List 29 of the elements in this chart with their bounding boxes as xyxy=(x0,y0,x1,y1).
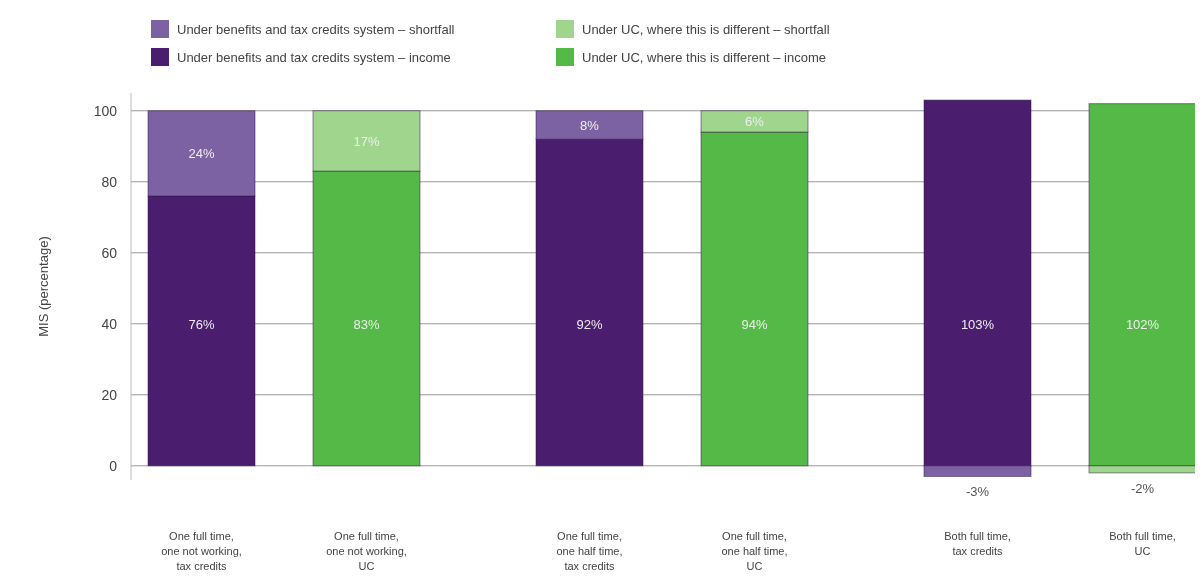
y-tick-label: 100 xyxy=(93,102,118,119)
data-label: 83% xyxy=(353,316,380,332)
y-tick-label: 80 xyxy=(101,173,118,190)
x-tick-label: One full time, one not working, UC xyxy=(326,530,407,572)
data-label: 94% xyxy=(741,316,768,332)
y-tick-label: 20 xyxy=(101,386,118,403)
y-axis-title: MIS (percentage) xyxy=(36,236,51,337)
legend-label: Under UC, where this is different – income xyxy=(582,50,826,65)
data-label: 92% xyxy=(576,316,603,332)
data-label: 102% xyxy=(1125,316,1160,332)
legend-label: Under benefits and tax credits system – shortfall xyxy=(177,22,455,37)
data-label: 103% xyxy=(960,316,995,332)
data-label: 76% xyxy=(188,316,215,332)
y-tick-label: 40 xyxy=(101,315,118,332)
legend-label: Under benefits and tax credits system – income xyxy=(177,50,451,65)
y-tick-label: 0 xyxy=(109,457,118,474)
data-label: 24% xyxy=(188,146,215,162)
data-label: 8% xyxy=(580,117,600,133)
data-label: -3% xyxy=(965,484,990,500)
x-tick-label: One full time, one not working, tax credits xyxy=(161,530,242,572)
x-tick-label: One full time, one half time, tax credits xyxy=(556,530,623,572)
legend-label: Under UC, where this is different – shortfall xyxy=(582,22,830,37)
x-tick-label: Both full time, UC xyxy=(1109,530,1176,557)
y-tick-label: 60 xyxy=(101,244,118,261)
x-tick-label: One full time, one half time, UC xyxy=(721,530,788,572)
data-label: 17% xyxy=(353,133,380,149)
data-label: -2% xyxy=(1130,480,1155,496)
x-tick-label: Both full time, tax credits xyxy=(944,530,1011,557)
data-label: 6% xyxy=(745,114,765,130)
